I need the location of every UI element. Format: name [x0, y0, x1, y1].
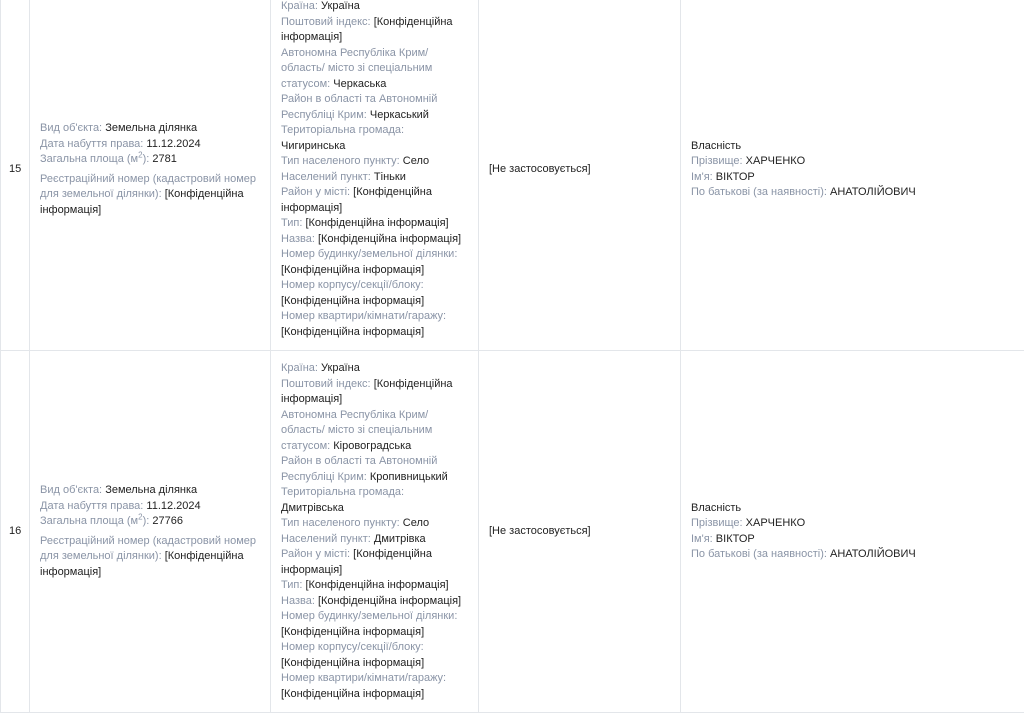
- building: [Конфіденційна інформація]: [281, 295, 424, 307]
- table-row: 15 Вид об'єкта: Земельна ділянка Дата на…: [1, 0, 1024, 351]
- district: Кропивницький: [370, 471, 448, 483]
- settlement: Тіньки: [374, 171, 406, 183]
- house-label: Номер будинку/земельної ділянки:: [281, 248, 457, 260]
- right-type: Власність: [691, 501, 1020, 517]
- community: Чигиринська: [281, 140, 345, 152]
- building-label: Номер корпусу/секції/блоку:: [281, 641, 424, 653]
- owner-cell: Власність Прізвище: ХАРЧЕНКО Ім'я: ВІКТО…: [681, 0, 1024, 351]
- apt-label: Номер квартири/кімнати/гаражу:: [281, 672, 446, 684]
- apt: [Конфіденційна інформація]: [281, 326, 424, 338]
- settlement-type-label: Тип населеного пункту:: [281, 517, 400, 529]
- date-label: Дата набуття права:: [40, 500, 143, 512]
- patronymic-label: По батькові (за наявності):: [691, 186, 827, 198]
- city-district-label: Район у місті:: [281, 548, 350, 560]
- house: [Конфіденційна інформація]: [281, 626, 424, 638]
- share: [Не застосовується]: [489, 163, 591, 175]
- apt-label: Номер квартири/кімнати/гаражу:: [281, 310, 446, 322]
- settlement-label: Населений пункт:: [281, 171, 371, 183]
- right-type: Власність: [691, 139, 1020, 155]
- apt: [Конфіденційна інформація]: [281, 688, 424, 700]
- community-label: Територіальна громада:: [281, 486, 404, 498]
- patronymic: АНАТОЛІЙОВИЧ: [830, 548, 916, 560]
- surname: ХАРЧЕНКО: [746, 155, 805, 167]
- object-type-label: Вид об'єкта:: [40, 122, 102, 134]
- name: ВІКТОР: [716, 533, 755, 545]
- address-cell: Країна: Україна Поштовий індекс: [Конфіде…: [271, 351, 479, 713]
- area: 27766: [152, 515, 183, 527]
- street-label: Назва:: [281, 595, 315, 607]
- country: Україна: [321, 0, 360, 12]
- name-label: Ім'я:: [691, 171, 713, 183]
- patronymic: АНАТОЛІЙОВИЧ: [830, 186, 916, 198]
- street: [Конфіденційна інформація]: [318, 233, 461, 245]
- surname-label: Прізвище:: [691, 155, 743, 167]
- district: Черкаський: [370, 109, 429, 121]
- address-cell: Країна: Україна Поштовий індекс: [Конфіде…: [271, 0, 479, 351]
- share-cell: [Не застосовується]: [479, 351, 681, 713]
- object-type-label: Вид об'єкта:: [40, 484, 102, 496]
- area-label: Загальна площа (м2):: [40, 153, 149, 165]
- postal-label: Поштовий індекс:: [281, 378, 371, 390]
- settlement-type: Село: [403, 155, 429, 167]
- region: Кіровоградська: [333, 440, 411, 452]
- street-type-label: Тип:: [281, 579, 302, 591]
- house-label: Номер будинку/земельної ділянки:: [281, 610, 457, 622]
- street-type-label: Тип:: [281, 217, 302, 229]
- building-label: Номер корпусу/секції/блоку:: [281, 279, 424, 291]
- city-district-label: Район у місті:: [281, 186, 350, 198]
- community: Дмитрівська: [281, 502, 344, 514]
- country-label: Країна:: [281, 362, 318, 374]
- house: [Конфіденційна інформація]: [281, 264, 424, 276]
- date: 11.12.2024: [146, 500, 200, 512]
- object-cell: Вид об'єкта: Земельна ділянка Дата набут…: [30, 0, 271, 351]
- patronymic-label: По батькові (за наявності):: [691, 548, 827, 560]
- object-cell: Вид об'єкта: Земельна ділянка Дата набут…: [30, 351, 271, 713]
- street: [Конфіденційна інформація]: [318, 595, 461, 607]
- area: 2781: [152, 153, 176, 165]
- table-row: 16 Вид об'єкта: Земельна ділянка Дата на…: [1, 351, 1024, 713]
- building: [Конфіденційна інформація]: [281, 657, 424, 669]
- street-type: [Конфіденційна інформація]: [305, 579, 448, 591]
- object-type: Земельна ділянка: [105, 484, 197, 496]
- settlement-type-label: Тип населеного пункту:: [281, 155, 400, 167]
- object-type: Земельна ділянка: [105, 122, 197, 134]
- date: 11.12.2024: [146, 138, 200, 150]
- area-label: Загальна площа (м2):: [40, 515, 149, 527]
- country: Україна: [321, 362, 360, 374]
- country-label: Країна:: [281, 0, 318, 12]
- postal-label: Поштовий індекс:: [281, 16, 371, 28]
- owner-cell: Власність Прізвище: ХАРЧЕНКО Ім'я: ВІКТО…: [681, 351, 1024, 713]
- settlement-type: Село: [403, 517, 429, 529]
- street-label: Назва:: [281, 233, 315, 245]
- name-label: Ім'я:: [691, 533, 713, 545]
- settlement: Дмитрівка: [374, 533, 426, 545]
- surname-label: Прізвище:: [691, 517, 743, 529]
- row-number: 15: [1, 0, 30, 351]
- share-cell: [Не застосовується]: [479, 0, 681, 351]
- surname: ХАРЧЕНКО: [746, 517, 805, 529]
- date-label: Дата набуття права:: [40, 138, 143, 150]
- region: Черкаська: [333, 78, 386, 90]
- share: [Не застосовується]: [489, 525, 591, 537]
- street-type: [Конфіденційна інформація]: [305, 217, 448, 229]
- community-label: Територіальна громада:: [281, 124, 404, 136]
- row-number: 16: [1, 351, 30, 713]
- name: ВІКТОР: [716, 171, 755, 183]
- settlement-label: Населений пункт:: [281, 533, 371, 545]
